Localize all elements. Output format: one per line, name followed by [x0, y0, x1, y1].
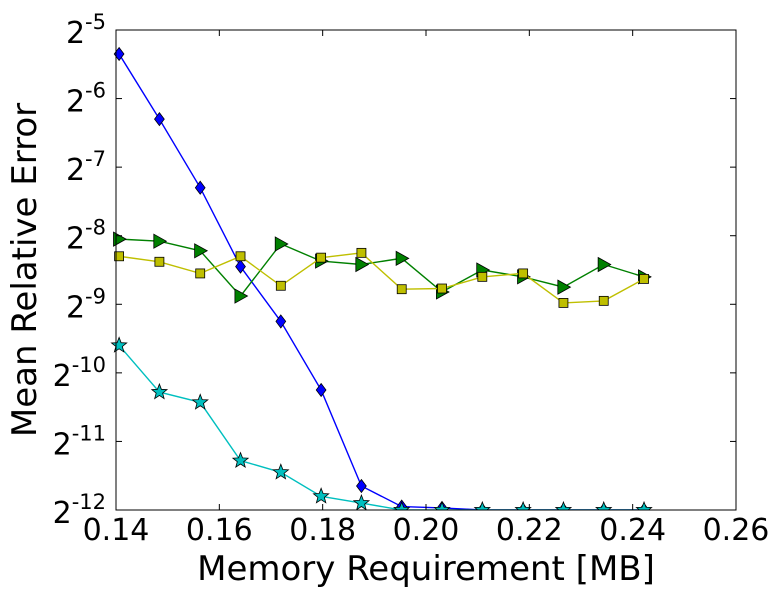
- series-1-point-7: [395, 250, 410, 267]
- y-tick-label-7: 2-12: [53, 490, 106, 531]
- y-tick-label-2: 2-7: [66, 147, 106, 188]
- y-axis-title: Mean Relative Error: [5, 103, 45, 437]
- series-2-point-1: [154, 256, 165, 267]
- series-3-point-3: [231, 451, 250, 469]
- series-3-point-4: [272, 463, 290, 480]
- series-3-point-12: [595, 500, 613, 510]
- series-1: [113, 231, 652, 304]
- x-tick-label-0: 0.14: [83, 513, 150, 548]
- series-1-line: [119, 238, 645, 298]
- series-3: [110, 336, 653, 510]
- series-1-point-0: [113, 231, 127, 247]
- series-0: [113, 46, 650, 510]
- series-0-point-4: [275, 314, 287, 329]
- series-2-point-3: [235, 251, 246, 262]
- y-tick-label-3: 2-8: [66, 216, 106, 257]
- x-tick-label-6: 0.26: [703, 513, 770, 548]
- x-tick-label-4: 0.22: [496, 513, 563, 548]
- series-1-point-1: [153, 233, 168, 249]
- y-tick-label-5: 2-10: [53, 353, 106, 394]
- series-2-point-8: [437, 283, 447, 294]
- series-0-point-3: [235, 259, 246, 274]
- x-tick-label-3: 0.20: [393, 513, 460, 548]
- x-axis-title: Memory Requirement [MB]: [197, 549, 655, 589]
- y-tick-label-0: 2-5: [66, 10, 106, 51]
- series-1-point-11: [557, 279, 572, 295]
- series-0-point-1: [154, 111, 165, 127]
- series-1-point-6: [355, 256, 370, 273]
- series-3-point-2: [191, 393, 209, 410]
- series-0-point-2: [194, 180, 206, 195]
- series-0-point-5: [315, 382, 327, 398]
- y-tick-label-1: 2-6: [66, 79, 106, 120]
- series-3-point-5: [312, 487, 330, 504]
- series-0-line: [118, 53, 644, 510]
- x-tick-label-1: 0.16: [186, 513, 253, 548]
- series-0-point-6: [356, 478, 367, 494]
- series-2-point-6: [356, 247, 367, 258]
- series-3-point-9: [473, 500, 492, 510]
- y-tick-label-6: 2-11: [53, 421, 106, 462]
- series-2-point-9: [477, 271, 488, 282]
- x-tick-label-5: 0.24: [599, 513, 666, 548]
- series-1-point-2: [194, 243, 209, 259]
- series-2-point-11: [558, 298, 569, 308]
- series-3-point-1: [150, 382, 169, 400]
- series-2-line: [119, 252, 645, 304]
- ticks-layer: 0.14 0.16 0.18 0.20 0.22 0.24 0.26 2-5 2-6 2-7 2-8…: [53, 10, 770, 548]
- series-1-point-4: [274, 236, 289, 252]
- series-3-point-13: [635, 500, 653, 510]
- series-2-point-13: [639, 274, 649, 284]
- series-3-point-11: [554, 500, 573, 510]
- x-tick-label-2: 0.18: [289, 513, 356, 548]
- series-3-line: [118, 344, 644, 510]
- series-2-point-12: [598, 295, 609, 306]
- series-layer: [110, 46, 653, 510]
- series-3-point-6: [352, 494, 371, 510]
- series-2-point-5: [316, 252, 327, 263]
- series-2-point-10: [518, 268, 529, 279]
- series-3-point-0: [110, 336, 128, 353]
- series-2: [114, 247, 649, 308]
- series-3-point-8: [433, 500, 451, 510]
- series-1-point-3: [234, 288, 249, 304]
- series-2-point-4: [275, 280, 286, 291]
- series-2-point-2: [195, 268, 206, 279]
- series-3-point-7: [393, 500, 411, 510]
- series-2-point-7: [396, 284, 407, 295]
- series-1-point-12: [597, 256, 612, 273]
- series-2-point-0: [114, 251, 124, 262]
- y-tick-label-4: 2-9: [66, 284, 106, 325]
